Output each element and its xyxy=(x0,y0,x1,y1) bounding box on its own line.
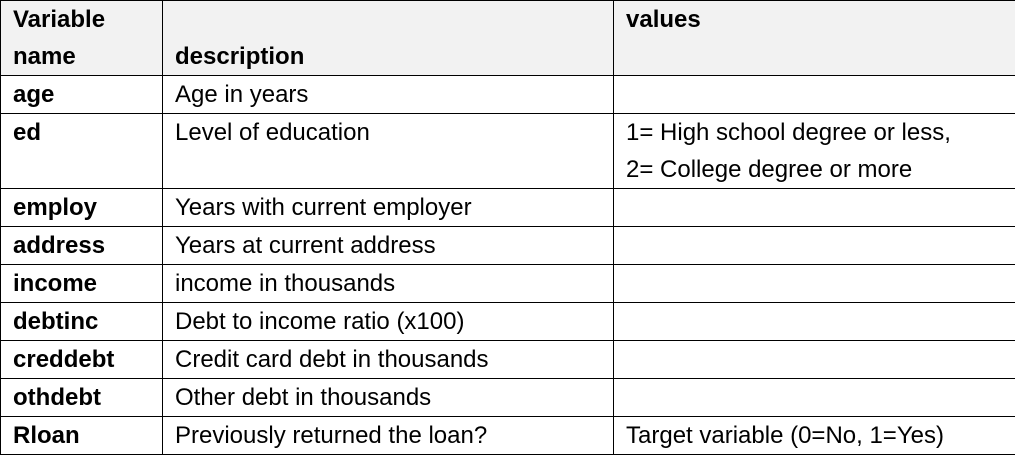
table-row: ed Level of education 1= High school deg… xyxy=(0,113,1015,189)
variable-name-cell: age xyxy=(0,75,163,114)
values-header: values xyxy=(613,0,1015,76)
values-cell: 1= High school degree or less, 2= Colleg… xyxy=(613,113,1015,189)
values-cell xyxy=(613,75,1015,114)
variable-name-cell: address xyxy=(0,226,163,265)
description-cell: Other debt in thousands xyxy=(162,378,614,417)
values-cell xyxy=(613,226,1015,265)
variable-name-cell: debtinc xyxy=(0,302,163,341)
table-row: address Years at current address xyxy=(0,226,1015,265)
values-cell xyxy=(613,264,1015,303)
variable-name-cell: employ xyxy=(0,188,163,227)
variable-name-cell: Rloan xyxy=(0,416,163,455)
table-row: creddebt Credit card debt in thousands xyxy=(0,340,1015,379)
table-row: income income in thousands xyxy=(0,264,1015,303)
values-cell xyxy=(613,188,1015,227)
description-cell: Years with current employer xyxy=(162,188,614,227)
description-cell: Debt to income ratio (x100) xyxy=(162,302,614,341)
table-row: debtinc Debt to income ratio (x100) xyxy=(0,302,1015,341)
header-row: Variable name description values xyxy=(0,0,1015,76)
description-cell: Previously returned the loan? xyxy=(162,416,614,455)
variable-name-cell: ed xyxy=(0,113,163,189)
variable-name-header: Variable name xyxy=(0,0,163,76)
description-cell: Years at current address xyxy=(162,226,614,265)
description-header: description xyxy=(162,0,614,76)
description-cell: income in thousands xyxy=(162,264,614,303)
table-row: othdebt Other debt in thousands xyxy=(0,378,1015,417)
values-cell xyxy=(613,340,1015,379)
variable-header-line1: Variable xyxy=(13,6,106,33)
values-cell: Target variable (0=No, 1=Yes) xyxy=(613,416,1015,455)
variable-name-cell: income xyxy=(0,264,163,303)
variable-name-cell: othdebt xyxy=(0,378,163,417)
variable-header-line2: name xyxy=(13,43,76,70)
description-cell: Age in years xyxy=(162,75,614,114)
values-cell xyxy=(613,302,1015,341)
values-cell xyxy=(613,378,1015,417)
values-line: 2= College degree or more xyxy=(626,156,913,183)
variable-name-cell: creddebt xyxy=(0,340,163,379)
table-row: employ Years with current employer xyxy=(0,188,1015,227)
description-cell: Credit card debt in thousands xyxy=(162,340,614,379)
table-row: Rloan Previously returned the loan? Targ… xyxy=(0,416,1015,455)
values-line: 1= High school degree or less, xyxy=(626,119,951,146)
table-row: age Age in years xyxy=(0,75,1015,114)
description-cell: Level of education xyxy=(162,113,614,189)
